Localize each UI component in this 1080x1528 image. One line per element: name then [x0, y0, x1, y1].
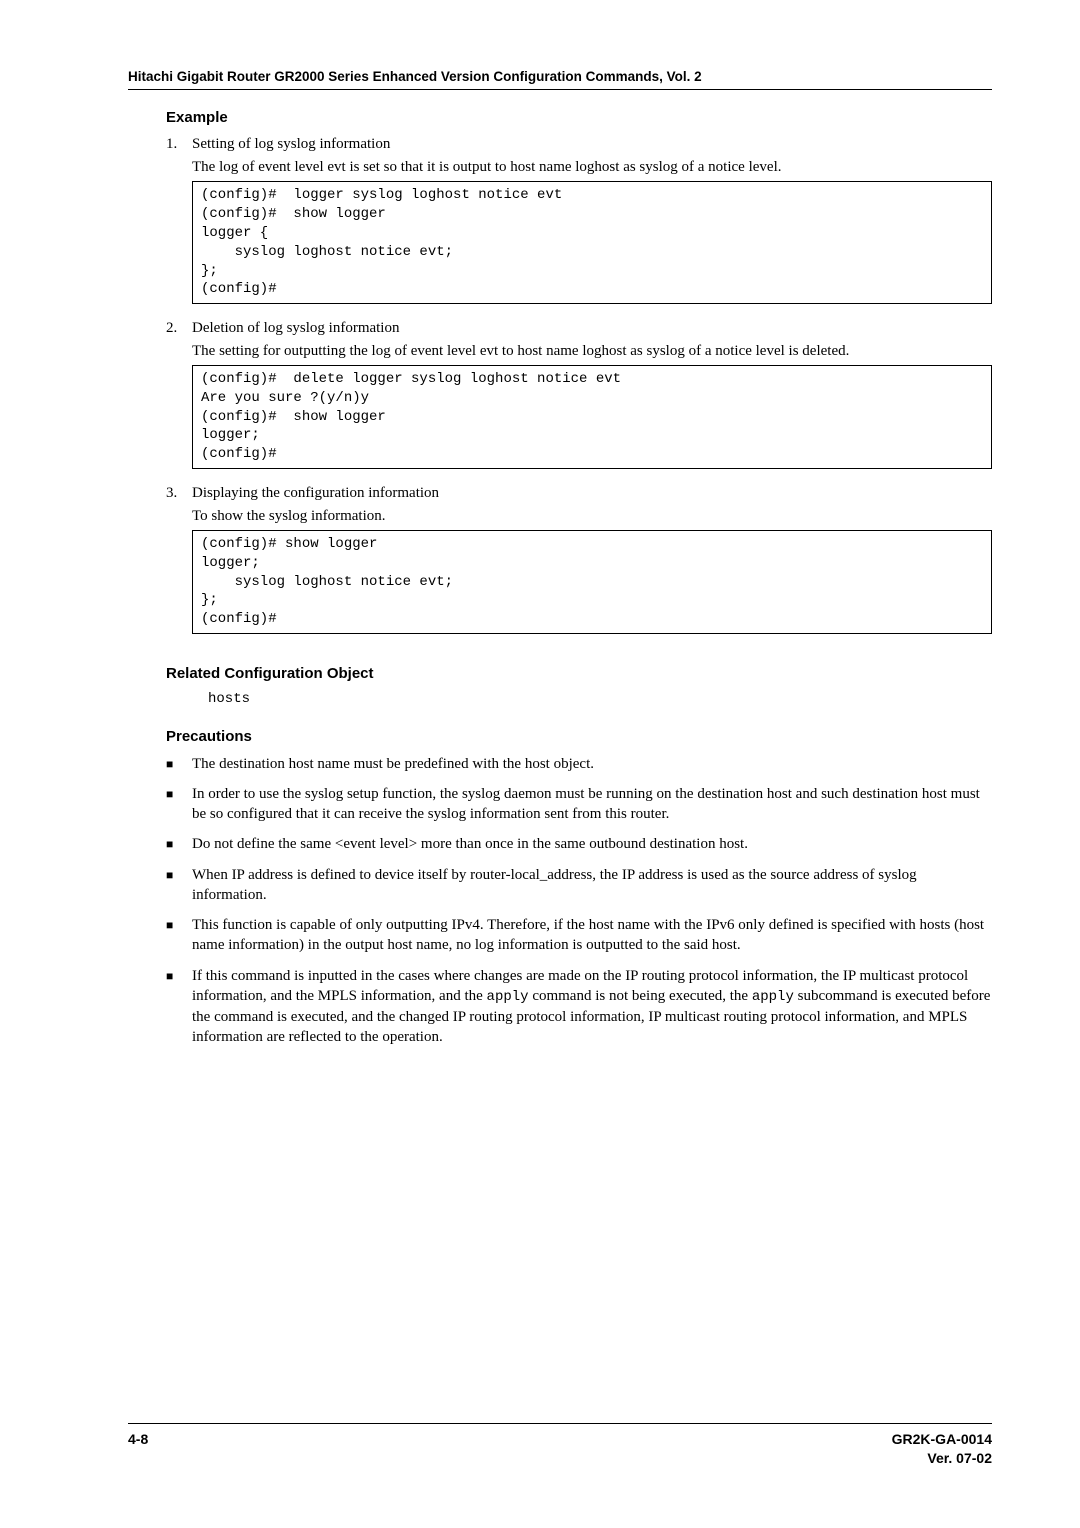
precautions-heading: Precautions: [166, 727, 992, 747]
bullet-item: ■ Do not define the same <event level> m…: [166, 834, 992, 854]
code-block-1: (config)# logger syslog loghost notice e…: [192, 181, 992, 304]
item-lead: Deletion of log syslog information: [192, 318, 992, 338]
bullet-item: ■ In order to use the syslog setup funct…: [166, 784, 992, 825]
bullet-text: The destination host name must be predef…: [192, 754, 992, 774]
bullet-text-part: command is not being executed, the: [529, 988, 752, 1004]
item-sub: The log of event level evt is set so tha…: [192, 157, 992, 177]
item-lead: Displaying the configuration information: [192, 483, 992, 503]
item-number: 3.: [166, 483, 192, 503]
bullet-mark: ■: [166, 754, 192, 774]
item-number: 2.: [166, 318, 192, 338]
precautions-list: ■ The destination host name must be pred…: [166, 754, 992, 1048]
bullet-item: ■ When IP address is defined to device i…: [166, 865, 992, 906]
page-number: 4-8: [128, 1430, 148, 1468]
bullet-item: ■ This function is capable of only outpu…: [166, 915, 992, 956]
apply-command: apply: [752, 989, 794, 1005]
example-item-3: 3. Displaying the configuration informat…: [166, 483, 992, 503]
doc-version: Ver. 07-02: [892, 1449, 992, 1468]
item-lead: Setting of log syslog information: [192, 134, 992, 154]
bullet-mark: ■: [166, 966, 192, 1048]
bullet-item: ■ The destination host name must be pred…: [166, 754, 992, 774]
item-number: 1.: [166, 134, 192, 154]
item-sub: To show the syslog information.: [192, 506, 992, 526]
doc-id: GR2K-GA-0014 Ver. 07-02: [892, 1430, 992, 1468]
bullet-text: This function is capable of only outputt…: [192, 915, 992, 956]
running-header: Hitachi Gigabit Router GR2000 Series Enh…: [128, 68, 992, 90]
bullet-mark: ■: [166, 784, 192, 825]
code-block-2: (config)# delete logger syslog loghost n…: [192, 365, 992, 469]
page-footer: 4-8 GR2K-GA-0014 Ver. 07-02: [128, 1423, 992, 1468]
bullet-text: In order to use the syslog setup functio…: [192, 784, 992, 825]
code-block-3: (config)# show logger logger; syslog log…: [192, 530, 992, 634]
example-heading: Example: [166, 108, 992, 128]
bullet-text: If this command is inputted in the cases…: [192, 966, 992, 1048]
example-item-2: 2. Deletion of log syslog information: [166, 318, 992, 338]
item-sub: The setting for outputting the log of ev…: [192, 341, 992, 361]
example-item-1: 1. Setting of log syslog information: [166, 134, 992, 154]
bullet-item: ■ If this command is inputted in the cas…: [166, 966, 992, 1048]
bullet-mark: ■: [166, 865, 192, 906]
bullet-text: When IP address is defined to device its…: [192, 865, 992, 906]
bullet-text: Do not define the same <event level> mor…: [192, 834, 992, 854]
related-value: hosts: [208, 690, 992, 709]
bullet-mark: ■: [166, 834, 192, 854]
apply-command: apply: [487, 989, 529, 1005]
related-heading: Related Configuration Object: [166, 664, 992, 684]
bullet-mark: ■: [166, 915, 192, 956]
doc-code: GR2K-GA-0014: [892, 1430, 992, 1449]
